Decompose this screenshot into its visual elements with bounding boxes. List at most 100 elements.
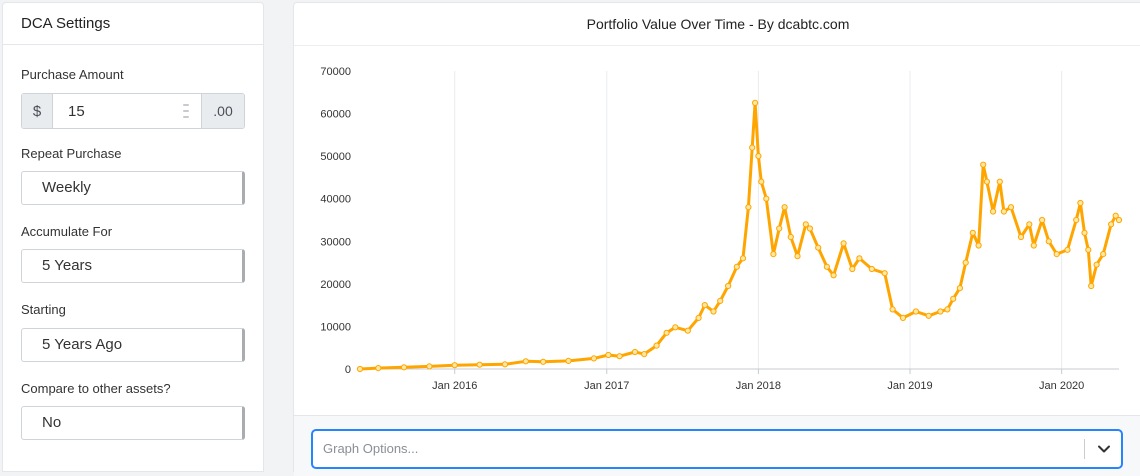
purchase-amount-label: Purchase Amount	[21, 67, 124, 82]
purchase-amount-input-group: $ 15 .00	[21, 93, 245, 129]
data-point	[1077, 199, 1084, 207]
data-point	[616, 353, 623, 360]
data-point	[944, 306, 951, 313]
data-point	[755, 153, 762, 160]
data-point	[758, 178, 765, 185]
data-point	[565, 357, 572, 364]
data-point	[745, 204, 752, 211]
starting-label: Starting	[21, 302, 66, 317]
data-point	[996, 178, 1003, 185]
x-tick-label: Jan 2018	[736, 380, 781, 392]
chart-title: Portfolio Value Over Time - By dcabtc.co…	[294, 3, 1140, 46]
data-point	[815, 244, 822, 251]
purchase-amount-input[interactable]: 15	[53, 94, 201, 128]
data-point	[1112, 212, 1119, 219]
chevron-down-icon[interactable]	[1097, 442, 1111, 456]
data-point	[840, 240, 847, 247]
data-point	[776, 225, 783, 232]
x-tick-label: Jan 2019	[887, 380, 932, 392]
accumulate-for-label: Accumulate For	[21, 224, 113, 239]
y-tick-label: 0	[345, 364, 351, 376]
data-point	[725, 282, 732, 290]
x-tick-label: Jan 2016	[432, 380, 477, 392]
data-point	[1108, 221, 1115, 228]
data-point	[975, 242, 982, 249]
y-tick-label: 20000	[320, 279, 351, 291]
purchase-amount-value: 15	[68, 102, 85, 120]
data-point	[802, 221, 809, 228]
data-point	[631, 348, 639, 356]
data-point	[849, 265, 856, 273]
cents-suffix: .00	[201, 94, 244, 128]
data-point	[426, 363, 433, 370]
data-point	[540, 358, 547, 365]
data-point	[806, 225, 814, 232]
data-point	[1115, 216, 1123, 224]
data-point	[1030, 242, 1037, 249]
data-point	[1081, 229, 1088, 236]
data-point	[899, 314, 907, 321]
graph-options-select[interactable]: Graph Options...	[312, 430, 1122, 468]
y-tick-label: 10000	[320, 321, 351, 333]
data-point	[1093, 261, 1100, 268]
data-point	[950, 295, 957, 302]
repeat-purchase-label: Repeat Purchase	[21, 146, 122, 161]
data-point	[1000, 208, 1008, 215]
data-point	[1007, 204, 1015, 211]
data-point	[763, 195, 770, 202]
y-tick-label: 50000	[320, 151, 351, 163]
dca-settings-panel: DCA Settings Purchase Amount $ 15 .00 Re…	[2, 2, 264, 472]
data-point	[356, 365, 364, 373]
y-tick-label: 70000	[320, 66, 351, 78]
repeat-purchase-select[interactable]: Weekly	[21, 171, 245, 205]
currency-prefix: $	[22, 94, 53, 128]
data-point	[912, 308, 920, 315]
data-point	[752, 99, 759, 107]
data-point	[969, 229, 976, 236]
data-point	[823, 263, 831, 270]
data-point	[701, 302, 708, 309]
data-point	[710, 308, 717, 315]
data-point	[794, 253, 801, 260]
data-point	[781, 204, 788, 211]
data-point	[856, 255, 863, 262]
compare-assets-label: Compare to other assets?	[21, 381, 171, 396]
number-spinner-icon[interactable]	[183, 104, 189, 118]
data-point	[717, 297, 724, 304]
graph-options-footer: Graph Options...	[294, 415, 1140, 476]
data-point	[1039, 216, 1046, 224]
data-point	[605, 351, 612, 359]
data-point	[956, 285, 964, 292]
y-tick-label: 60000	[320, 109, 351, 121]
data-point	[400, 364, 408, 371]
data-point	[1100, 251, 1107, 258]
data-point	[522, 358, 529, 365]
data-point	[375, 365, 382, 372]
y-tick-label: 40000	[320, 194, 351, 206]
compare-assets-select[interactable]: No	[21, 406, 245, 440]
accumulate-for-select[interactable]: 5 Years	[21, 249, 245, 283]
data-point	[868, 265, 875, 273]
starting-select[interactable]: 5 Years Ago	[21, 328, 245, 362]
data-point	[1085, 246, 1092, 253]
data-point	[1026, 221, 1033, 228]
x-tick-label: Jan 2017	[584, 380, 629, 392]
portfolio-line-chart: Jan 2016 Jan 2017 Jan 2018 Jan 2019 Jan 2020…	[320, 66, 1123, 392]
data-point	[1088, 282, 1095, 290]
data-point	[590, 355, 597, 362]
data-point	[1064, 246, 1071, 253]
data-point	[663, 329, 670, 336]
data-point	[695, 314, 702, 321]
data-point	[733, 263, 740, 270]
select-separator	[1084, 439, 1085, 459]
data-point	[983, 178, 991, 185]
y-tick-label: 30000	[320, 236, 351, 248]
data-point	[937, 308, 944, 315]
data-point	[770, 251, 777, 258]
x-tick-label: Jan 2020	[1039, 380, 1084, 392]
data-point	[889, 306, 896, 313]
data-point	[653, 342, 660, 349]
dca-settings-title: DCA Settings	[3, 3, 263, 45]
graph-options-placeholder: Graph Options...	[323, 441, 419, 456]
data-point	[1045, 238, 1052, 245]
